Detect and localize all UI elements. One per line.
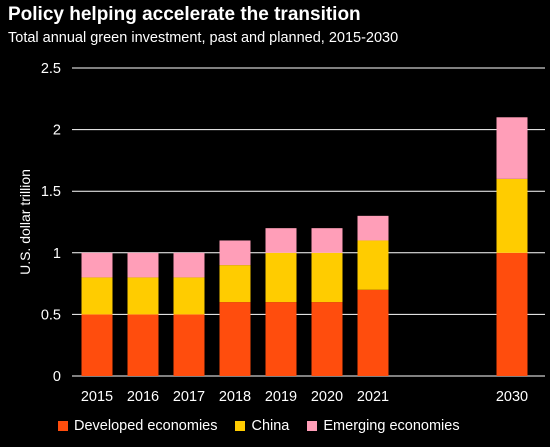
bar-segment [219, 240, 251, 266]
bar-segment [496, 252, 528, 376]
y-axis-label: U.S. dollar trillion [17, 169, 33, 275]
bar-segment [81, 277, 113, 315]
bar-segment [219, 302, 251, 376]
legend-label-developed: Developed economies [74, 418, 218, 434]
x-tick-label: 2030 [496, 389, 528, 405]
chart-subtitle: Total annual green investment, past and … [8, 30, 399, 46]
legend-swatch-developed [58, 421, 68, 431]
y-tick-label: 2 [53, 123, 61, 139]
y-tick-label: 0.5 [41, 307, 61, 323]
bar-segment [357, 215, 389, 241]
bar-segment [311, 252, 343, 303]
bar-segment [127, 252, 159, 278]
bar-segment [311, 228, 343, 253]
legend: Developed economies China Emerging econo… [58, 418, 478, 434]
bar-segment [219, 265, 251, 303]
legend-swatch-emerging [307, 421, 318, 431]
x-tick-label: 2017 [173, 389, 205, 405]
y-tick-label: 1.5 [41, 184, 61, 200]
legend-item-developed: Developed economies [58, 418, 217, 434]
legend-item-emerging: Emerging economies [307, 418, 460, 434]
x-tick-label: 2019 [265, 389, 297, 405]
y-tick-label: 0 [53, 369, 61, 385]
bar-segment [173, 314, 205, 376]
bar-segment [311, 302, 343, 376]
x-tick-label: 2016 [127, 389, 159, 405]
bar-segment [81, 314, 113, 376]
bar-segment [357, 289, 389, 376]
bar-segment [173, 277, 205, 315]
y-tick-label: 1 [53, 246, 61, 262]
y-tick-label: 2.5 [41, 61, 61, 77]
legend-swatch-china [235, 421, 246, 431]
bar-segment [265, 302, 297, 376]
bar-segment [357, 240, 389, 290]
chart-title: Policy helping accelerate the transition [8, 4, 361, 25]
bar-segment [127, 314, 159, 376]
legend-item-china: China [235, 418, 289, 434]
legend-label-emerging: Emerging economies [323, 418, 460, 434]
axis-labels: 0 0.5 1 1.5 2 2.5 2015 2016 2017 2018 2019 2020 2021… [41, 61, 528, 405]
x-tick-label: 2015 [81, 389, 113, 405]
bars [81, 117, 528, 376]
bar-segment [265, 252, 297, 303]
legend-label-china: China [251, 418, 290, 434]
bar-segment [496, 178, 528, 253]
x-tick-label: 2018 [219, 389, 251, 405]
x-tick-label: 2020 [311, 389, 343, 405]
bar-segment [81, 252, 113, 278]
x-tick-label: 2021 [357, 389, 389, 405]
bar-segment [127, 277, 159, 315]
bar-segment [173, 252, 205, 278]
bar-segment [265, 228, 297, 253]
bar-segment [496, 117, 528, 179]
